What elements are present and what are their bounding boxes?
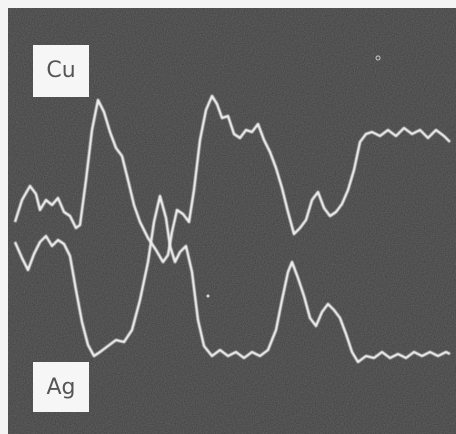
- page: Cu Ag (() => { const data = JSON.parse(d…: [0, 0, 456, 434]
- ag-label: Ag: [46, 375, 75, 400]
- cu-label: Cu: [46, 58, 75, 83]
- speck: [207, 295, 210, 298]
- photo: Cu Ag: [0, 0, 456, 434]
